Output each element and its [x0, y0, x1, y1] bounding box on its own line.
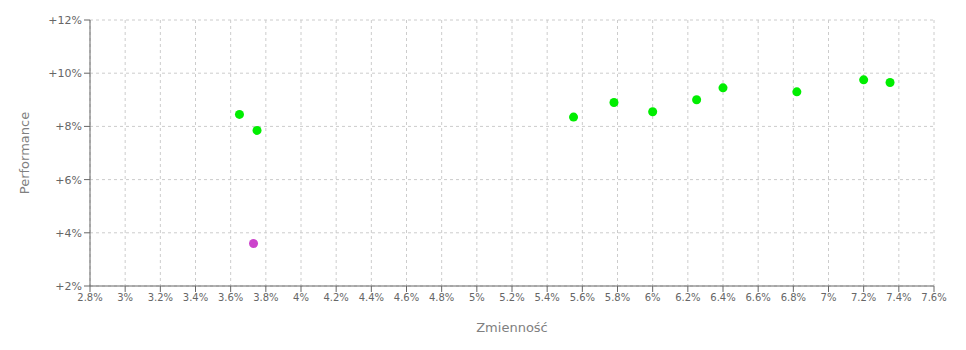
svg-text:4.2%: 4.2% [323, 292, 348, 303]
svg-text:3.2%: 3.2% [148, 292, 173, 303]
svg-text:+4%: +4% [55, 227, 82, 240]
svg-text:+2%: +2% [55, 280, 82, 293]
svg-text:7.2%: 7.2% [851, 292, 876, 303]
svg-text:6.6%: 6.6% [745, 292, 770, 303]
svg-text:5.2%: 5.2% [499, 292, 524, 303]
svg-text:6.8%: 6.8% [781, 292, 806, 303]
svg-text:2.8%: 2.8% [77, 292, 102, 303]
svg-text:3%: 3% [117, 292, 133, 303]
svg-text:4%: 4% [293, 292, 309, 303]
svg-text:6.4%: 6.4% [710, 292, 735, 303]
svg-text:3.6%: 3.6% [218, 292, 243, 303]
svg-text:3.4%: 3.4% [183, 292, 208, 303]
svg-text:4.6%: 4.6% [394, 292, 419, 303]
svg-text:+6%: +6% [55, 174, 82, 187]
svg-text:3.8%: 3.8% [253, 292, 278, 303]
svg-text:Performance: Performance [17, 112, 32, 194]
svg-text:+8%: +8% [55, 120, 82, 133]
svg-text:4.4%: 4.4% [359, 292, 384, 303]
svg-text:6.2%: 6.2% [675, 292, 700, 303]
svg-text:5.8%: 5.8% [605, 292, 630, 303]
svg-text:Zmienność: Zmienność [476, 320, 548, 335]
svg-text:5%: 5% [469, 292, 485, 303]
svg-text:7.4%: 7.4% [886, 292, 911, 303]
svg-text:5.4%: 5.4% [534, 292, 559, 303]
svg-text:4.8%: 4.8% [429, 292, 454, 303]
svg-text:+12%: +12% [48, 14, 82, 27]
svg-text:7.6%: 7.6% [921, 292, 946, 303]
svg-text:6%: 6% [645, 292, 661, 303]
svg-text:7%: 7% [821, 292, 837, 303]
svg-text:5.6%: 5.6% [570, 292, 595, 303]
svg-text:+10%: +10% [48, 67, 82, 80]
